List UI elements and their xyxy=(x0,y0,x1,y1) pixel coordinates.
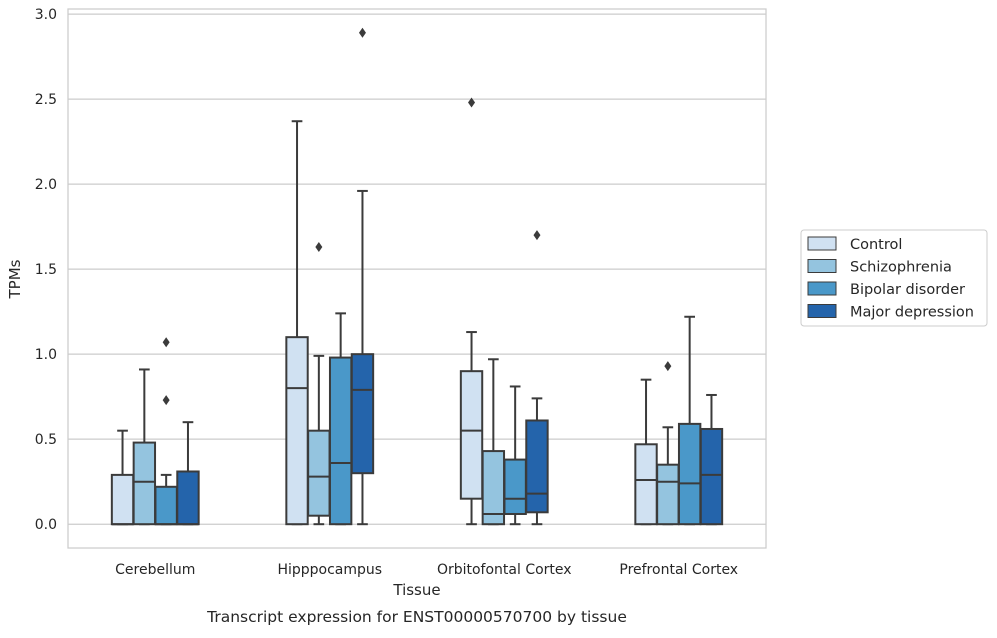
box-iqr xyxy=(634,443,658,526)
plot-frame xyxy=(67,8,767,549)
legend-swatch xyxy=(807,259,837,273)
box-iqr xyxy=(503,458,527,515)
box-iqr xyxy=(328,356,353,526)
x-tick-label: Cerebellum xyxy=(115,562,195,578)
y-tick-label: 3.0 xyxy=(35,7,57,23)
boxes xyxy=(110,27,724,526)
box-iqr xyxy=(459,370,484,500)
box-iqr xyxy=(110,473,135,526)
outlier-marker xyxy=(468,97,476,108)
legend-swatch xyxy=(807,304,837,318)
outlier-marker xyxy=(162,395,170,406)
box-iqr xyxy=(285,336,309,526)
box-iqr xyxy=(350,353,375,475)
legend-label: Major depression xyxy=(850,305,974,321)
box-iqr xyxy=(656,463,680,526)
legend-label: Schizophrenia xyxy=(850,260,952,276)
box-iqr xyxy=(307,429,331,517)
y-tick-label: 1.5 xyxy=(35,262,57,278)
outlier-marker xyxy=(533,230,541,241)
box-group xyxy=(154,337,178,526)
box-iqr xyxy=(176,470,200,526)
box-iqr xyxy=(677,422,702,526)
box-group xyxy=(132,368,157,526)
box-iqr xyxy=(154,485,178,526)
box-group xyxy=(699,393,724,526)
box-group xyxy=(481,358,506,526)
legend-label: Control xyxy=(850,237,902,253)
x-tick-label: Orbitofontal Cortex xyxy=(437,562,572,578)
y-tick-label: 0.5 xyxy=(35,432,57,448)
gridlines xyxy=(68,13,766,525)
box-group xyxy=(634,378,658,526)
y-tick-label: 2.5 xyxy=(35,92,57,108)
x-axis-label: Tissue xyxy=(392,581,440,599)
outlier-marker xyxy=(162,337,170,348)
box-iqr xyxy=(699,427,724,526)
legend-frame xyxy=(800,229,988,327)
legend-swatch xyxy=(807,281,837,296)
outlier-marker xyxy=(358,27,366,38)
box-group xyxy=(350,27,375,526)
box-group xyxy=(677,315,702,526)
legend-swatch xyxy=(807,236,837,251)
outlier-marker xyxy=(664,361,672,372)
box-group xyxy=(285,120,309,526)
x-tick-labels: Cerebellum Hipppocampus Orbitofontal Corte… xyxy=(115,562,738,578)
legend: Control Schizophrenia Bipolar disorder Majo… xyxy=(800,229,988,327)
box-group xyxy=(328,312,353,526)
x-tick-label: Hipppocampus xyxy=(277,562,382,578)
box-group xyxy=(459,97,484,526)
box-group xyxy=(525,230,549,526)
box-group xyxy=(176,421,200,526)
box-iqr xyxy=(525,419,549,514)
box-group xyxy=(110,429,135,526)
y-tick-label: 1.0 xyxy=(35,347,57,363)
box-iqr xyxy=(132,441,157,526)
y-tick-labels: 0.0 0.5 1.0 1.5 2.0 2.5 3.0 xyxy=(35,7,57,533)
y-axis-label: TPMs xyxy=(6,259,24,299)
legend-label: Bipolar disorder xyxy=(850,282,965,298)
box-group xyxy=(503,385,527,526)
chart-caption: Transcript expression for ENST0000057070… xyxy=(206,608,627,626)
x-tick-label: Prefrontal Cortex xyxy=(619,562,738,578)
y-tick-label: 0.0 xyxy=(35,517,57,533)
y-tick-label: 2.0 xyxy=(35,177,57,193)
box-group xyxy=(656,361,680,526)
box-group xyxy=(307,242,331,526)
outlier-marker xyxy=(315,242,323,253)
